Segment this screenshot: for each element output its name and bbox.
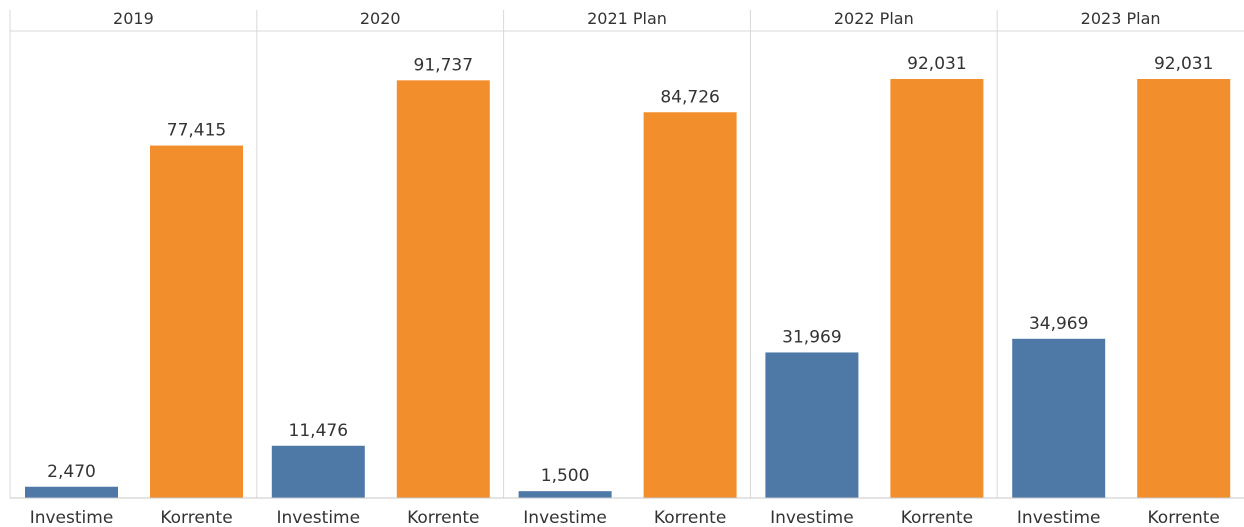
value-label: 84,726 — [660, 87, 719, 107]
bar-investime — [271, 445, 365, 498]
bar-korrente — [643, 112, 737, 498]
bar-korrente — [150, 145, 243, 498]
value-label: 34,969 — [1029, 314, 1088, 334]
value-labels: 2,470 77,415 11,476 91,737 1,500 84,726 31,969… — [47, 54, 1213, 486]
category-label: Korrente — [1148, 508, 1220, 527]
value-label: 92,031 — [907, 54, 966, 74]
panel-title: 2022 Plan — [834, 9, 914, 28]
panel-title: 2019 — [113, 9, 154, 28]
category-label: Korrente — [160, 508, 232, 527]
value-label: 31,969 — [782, 327, 841, 347]
value-label: 92,031 — [1154, 54, 1213, 74]
bar-investime — [518, 491, 612, 498]
bars — [25, 79, 1231, 498]
value-label: 91,737 — [414, 55, 473, 75]
category-label: Investime — [523, 508, 607, 527]
category-label: Korrente — [407, 508, 479, 527]
value-label: 77,415 — [167, 121, 226, 141]
panel-title: 2020 — [360, 9, 401, 28]
category-label: Investime — [30, 508, 114, 527]
bar-investime — [1012, 338, 1106, 498]
value-label: 1,500 — [541, 466, 590, 486]
panel-title: 2023 Plan — [1081, 9, 1161, 28]
category-label: Korrente — [901, 508, 973, 527]
panel-headers: 2019 2020 2021 Plan 2022 Plan 2023 Plan — [113, 9, 1160, 28]
panel-title: 2021 Plan — [587, 9, 667, 28]
panel-dividers — [9, 10, 1244, 498]
category-label: Korrente — [654, 508, 726, 527]
category-label: Investime — [277, 508, 361, 527]
value-label: 11,476 — [289, 421, 348, 441]
bar-investime — [765, 352, 859, 498]
bar-investime — [25, 486, 118, 498]
bar-korrente — [396, 80, 490, 498]
value-label: 2,470 — [47, 462, 96, 482]
category-labels: Investime Korrente Investime Korrente Invest… — [30, 508, 1220, 527]
category-label: Investime — [1017, 508, 1101, 527]
bar-korrente — [890, 79, 984, 498]
bar-korrente — [1137, 79, 1231, 498]
category-label: Investime — [770, 508, 854, 527]
